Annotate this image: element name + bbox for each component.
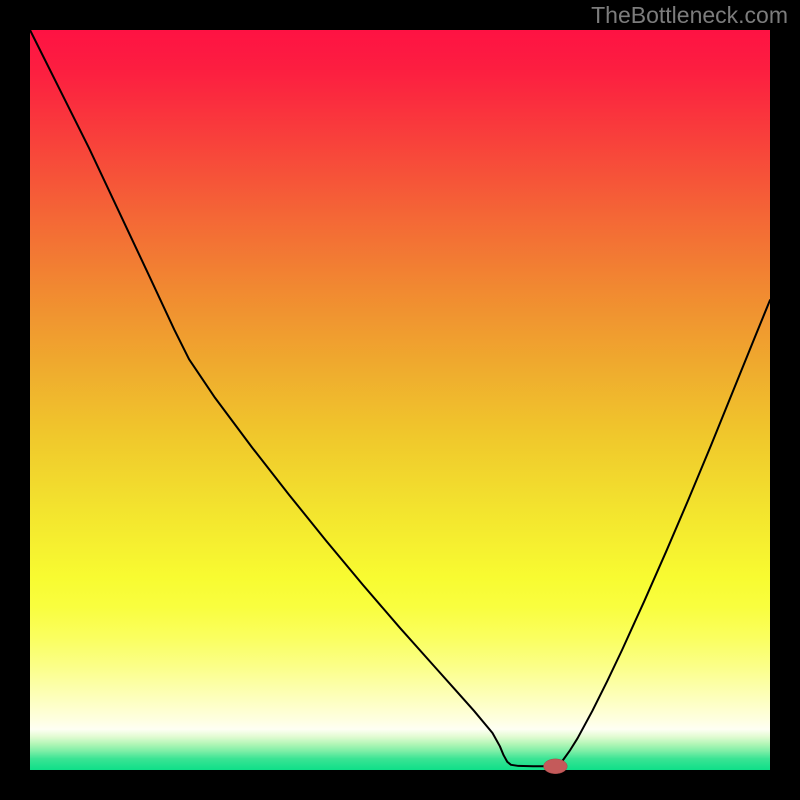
plot-background	[30, 30, 770, 770]
chart-svg	[0, 0, 800, 800]
optimal-marker	[544, 759, 568, 774]
bottleneck-chart	[0, 0, 800, 800]
watermark-text: TheBottleneck.com	[591, 2, 788, 29]
